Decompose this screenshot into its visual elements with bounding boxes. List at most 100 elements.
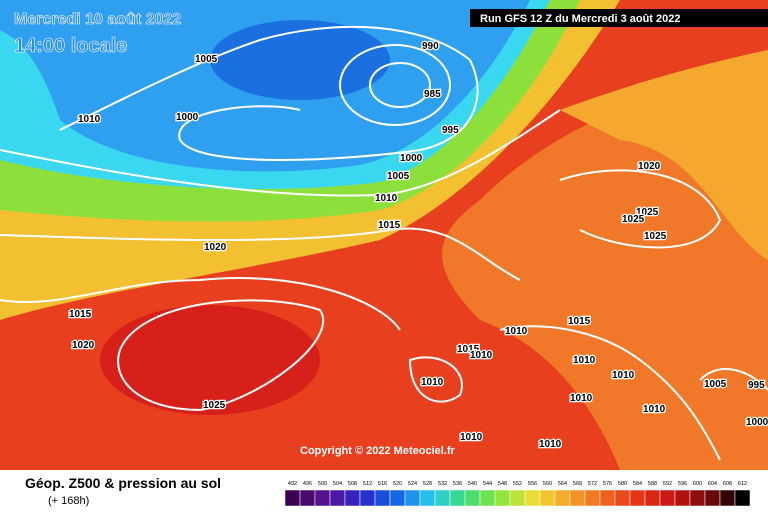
isobar-label: 1010 — [643, 404, 666, 415]
scale-label: 532 — [438, 481, 447, 487]
scale-label: 524 — [408, 481, 417, 487]
color-swatch — [449, 489, 466, 507]
color-swatch — [479, 489, 496, 507]
scale-label: 540 — [468, 481, 477, 487]
isobar-label: 1010 — [539, 439, 562, 450]
isobar-label: 1005 — [387, 171, 410, 182]
color-swatch — [374, 489, 391, 507]
isobar-label: 1010 — [421, 377, 444, 388]
isobar-label: 1025 — [636, 207, 659, 218]
isobar-label: 1025 — [622, 214, 645, 225]
isobar-label: 1015 — [568, 316, 591, 327]
blue-core — [210, 20, 390, 100]
dark-red-region — [100, 305, 320, 415]
color-swatch — [599, 489, 616, 507]
scale-label: 600 — [693, 481, 702, 487]
scale-label: 496 — [303, 481, 312, 487]
scale-label: 520 — [393, 481, 402, 487]
color-swatch — [524, 489, 541, 507]
scale-label: 492 — [288, 481, 297, 487]
color-swatch — [359, 489, 376, 507]
isobar-label: 1010 — [460, 432, 483, 443]
color-swatch — [464, 489, 481, 507]
isobar-label: 995 — [442, 125, 459, 136]
scale-label: 548 — [498, 481, 507, 487]
color-swatch — [434, 489, 451, 507]
isobar-label: 1000 — [400, 153, 423, 164]
run-info: Run GFS 12 Z du Mercredi 3 août 2022 — [480, 13, 681, 25]
forecast-date: Mercredi 10 août 2022 — [14, 11, 181, 28]
scale-label: 556 — [528, 481, 537, 487]
color-swatch — [299, 489, 316, 507]
scale-label: 560 — [543, 481, 552, 487]
color-swatch — [419, 489, 436, 507]
scale-label: 564 — [558, 481, 567, 487]
color-swatch — [554, 489, 571, 507]
isobar-label: 1015 — [378, 220, 401, 231]
isobar-label: 1015 — [457, 344, 480, 355]
color-swatch — [284, 489, 301, 507]
isobar-label: 1010 — [470, 350, 493, 361]
scale-label: 608 — [723, 481, 732, 487]
scale-label: 584 — [633, 481, 642, 487]
scale-label: 504 — [333, 481, 342, 487]
forecast-time: 14:00 locale — [14, 35, 127, 57]
scale-label: 500 — [318, 481, 327, 487]
color-swatch — [734, 489, 751, 507]
color-swatch — [614, 489, 631, 507]
run-box — [470, 9, 768, 27]
scale-label: 528 — [423, 481, 432, 487]
isobar-label: 1010 — [375, 193, 398, 204]
scale-label: 596 — [678, 481, 687, 487]
isobar-label: 990 — [422, 41, 439, 52]
isobar-label: 985 — [424, 89, 441, 100]
color-swatch — [644, 489, 661, 507]
isobar-label: 1025 — [644, 231, 667, 242]
isobar-label: 1005 — [704, 379, 727, 390]
yellow-region — [560, 50, 768, 260]
scale-label: 512 — [363, 481, 372, 487]
color-swatch — [659, 489, 676, 507]
isobar-label: 1010 — [612, 370, 635, 381]
scale-label: 612 — [738, 481, 747, 487]
scale-label: 516 — [378, 481, 387, 487]
scale-label: 592 — [663, 481, 672, 487]
color-swatch — [389, 489, 406, 507]
lead-time: (+ 168h) — [48, 495, 89, 507]
scale-label: 604 — [708, 481, 717, 487]
color-swatch — [329, 489, 346, 507]
legend-title: Géop. Z500 & pression au sol — [25, 475, 221, 491]
isobar-label: 1005 — [195, 54, 218, 65]
isobar-label: 1015 — [69, 309, 92, 320]
color-swatch — [629, 489, 646, 507]
isobar-label: 1020 — [72, 340, 95, 351]
isobar-label: 995 — [748, 380, 765, 391]
scale-label: 508 — [348, 481, 357, 487]
color-swatch — [344, 489, 361, 507]
scale-label: 568 — [573, 481, 582, 487]
color-swatch — [314, 489, 331, 507]
scale-label: 536 — [453, 481, 462, 487]
color-swatch — [704, 489, 721, 507]
scale-label: 580 — [618, 481, 627, 487]
scale-label: 544 — [483, 481, 492, 487]
isobar-label: 1010 — [78, 114, 101, 125]
color-swatch — [404, 489, 421, 507]
isobar-label: 1000 — [746, 417, 768, 428]
isobar-label: 1025 — [203, 400, 226, 411]
color-swatch — [569, 489, 586, 507]
isobar-label: 1010 — [505, 326, 528, 337]
isobar-label: 1020 — [638, 161, 661, 172]
isobar-label: 1010 — [570, 393, 593, 404]
scale-label: 552 — [513, 481, 522, 487]
copyright: Copyright © 2022 Meteociel.fr — [300, 445, 456, 457]
scale-label: 572 — [588, 481, 597, 487]
color-swatch — [494, 489, 511, 507]
scale-label: 588 — [648, 481, 657, 487]
color-swatch — [539, 489, 556, 507]
isobar-label: 1020 — [204, 242, 227, 253]
scale-label: 576 — [603, 481, 612, 487]
isobar-label: 1010 — [573, 355, 596, 366]
color-swatch — [584, 489, 601, 507]
